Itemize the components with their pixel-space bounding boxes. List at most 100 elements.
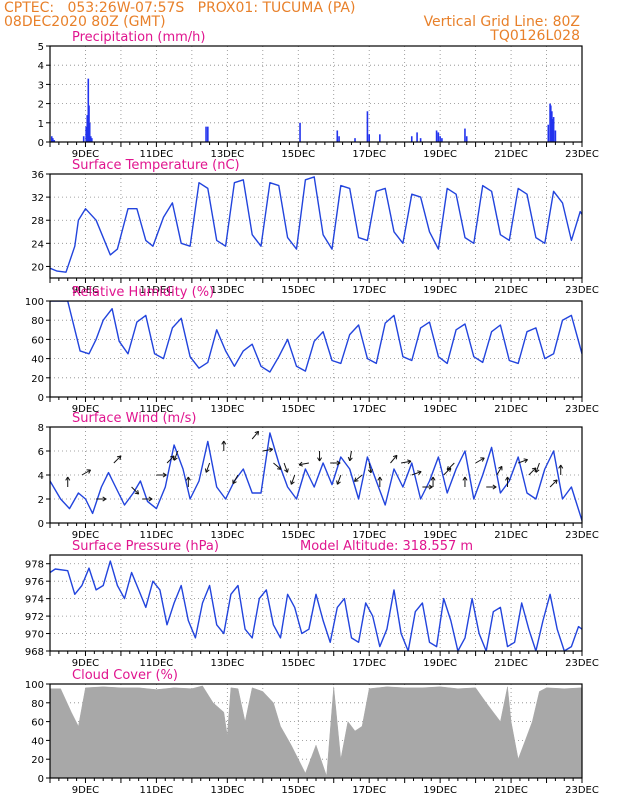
panel-2: Surface Temperature (nC) 20 24 28 32 36 9DEC 11… [31, 158, 599, 296]
y-tick-label: 976 [25, 577, 44, 588]
y-tick-label: 4 [38, 471, 44, 482]
wind-vector [496, 465, 503, 476]
wind-vector [113, 455, 122, 464]
precip-bar [207, 126, 209, 142]
series-line [50, 176, 582, 273]
y-tick-label: 972 [25, 612, 44, 623]
wind-vector [347, 450, 353, 462]
x-tick-label: 13DEC [210, 530, 244, 541]
y-tick-label: 80 [31, 316, 44, 327]
x-tick-label: 19DEC [423, 785, 457, 796]
y-tick-label: 0 [38, 138, 44, 149]
y-tick-label: 978 [25, 560, 44, 571]
wind-vector [156, 472, 167, 478]
precip-bar [435, 130, 438, 142]
header-location: CPTEC: 053:26W-07:57S PROX01: TUCUMA (PA… [4, 0, 356, 16]
wind-vector [430, 476, 436, 487]
panel-5: Surface Pressure (hPa) Model Altitude: 31… [25, 539, 599, 669]
wind-vector [367, 462, 373, 474]
panel-6: Cloud Cover (%) 0 20 40 60 80 100 9DEC 11DEC 13DE… [25, 668, 599, 796]
precip-bar [547, 124, 550, 142]
wind-vector [65, 476, 71, 487]
panel-4: Surface Wind (m/s) 0 2 4 6 8 9DEC 11DEC 13DEC 15D… [38, 411, 599, 541]
x-tick-label: 17DEC [352, 658, 386, 669]
precip-bar [549, 105, 552, 142]
panel-title: Cloud Cover (%) [72, 668, 178, 683]
precip-bar [53, 140, 56, 142]
x-tick-label: 11DEC [140, 149, 174, 160]
y-tick-label: 28 [31, 216, 44, 227]
x-tick-label: 23DEC [565, 785, 599, 796]
y-tick-label: 3 [38, 80, 44, 91]
wind-vector [283, 462, 289, 473]
precip-bar [379, 134, 381, 142]
y-tick-label: 2 [38, 495, 44, 506]
wind-vector [422, 484, 433, 490]
x-tick-label: 17DEC [352, 149, 386, 160]
x-tick-label: 13DEC [210, 149, 244, 160]
precip-bar [336, 130, 339, 142]
precip-bar [464, 128, 466, 142]
header-run-date: 08DEC2020 80Z (GMT) [4, 14, 166, 30]
precip-bar [82, 136, 85, 142]
y-tick-label: 970 [25, 630, 44, 641]
precip-bar [441, 138, 443, 142]
y-tick-label: 0 [38, 519, 44, 530]
panel-title: Precipitation (mm/h) [72, 30, 205, 45]
x-tick-label: 15DEC [281, 785, 315, 796]
wind-vector [330, 460, 341, 466]
wind-vector [273, 462, 282, 470]
y-tick-label: 8 [38, 423, 44, 434]
precip-bar [419, 138, 422, 142]
x-tick-label: 21DEC [494, 285, 528, 296]
wind-vector [96, 496, 107, 502]
x-tick-label: 9DEC [72, 404, 99, 415]
x-tick-label: 23DEC [565, 530, 599, 541]
x-tick-label: 19DEC [423, 530, 457, 541]
wind-vector [336, 474, 342, 485]
wind-vector [173, 450, 179, 461]
wind-vector [131, 486, 140, 495]
panel-title: Surface Pressure (hPa) [72, 539, 219, 554]
x-tick-label: 15DEC [281, 658, 315, 669]
y-tick-label: 60 [31, 718, 44, 729]
wind-vector [185, 476, 191, 487]
x-tick-label: 11DEC [140, 404, 174, 415]
x-tick-label: 19DEC [423, 285, 457, 296]
precip-bar [50, 136, 53, 142]
x-tick-label: 9DEC [72, 530, 99, 541]
precip-bar [88, 122, 91, 142]
x-tick-label: 21DEC [494, 785, 528, 796]
wind-vector [528, 467, 537, 476]
precip-bar [52, 138, 54, 142]
y-tick-label: 20 [31, 374, 44, 385]
panel-title: Surface Temperature (nC) [72, 158, 240, 173]
cloud-cover-area [49, 685, 583, 779]
x-tick-label: 19DEC [423, 658, 457, 669]
x-tick-label: 21DEC [494, 530, 528, 541]
x-tick-label: 21DEC [494, 658, 528, 669]
panel-3: Relative Humidity (%) 0 20 40 60 80 100 9DEC 11D… [25, 285, 599, 415]
x-tick-label: 11DEC [140, 658, 174, 669]
x-tick-label: 11DEC [140, 785, 174, 796]
x-tick-label: 13DEC [210, 404, 244, 415]
series-line [50, 301, 582, 373]
x-tick-label: 21DEC [494, 404, 528, 415]
x-tick-label: 11DEC [140, 530, 174, 541]
wind-vector [353, 474, 363, 482]
wind-vector [505, 476, 511, 487]
wind-vector [534, 462, 540, 473]
wind-vector [390, 454, 398, 464]
header-run-code: TQ0126L028 [490, 28, 580, 44]
x-tick-label: 23DEC [565, 149, 599, 160]
panel-title: Surface Wind (m/s) [72, 411, 196, 426]
series-line [50, 560, 582, 651]
x-tick-label: 17DEC [352, 285, 386, 296]
wind-vector [411, 470, 422, 476]
y-tick-label: 100 [25, 297, 44, 308]
wind-vector [462, 476, 468, 487]
x-tick-label: 13DEC [210, 285, 244, 296]
wind-vector [298, 461, 309, 467]
y-tick-label: 5 [38, 42, 44, 53]
